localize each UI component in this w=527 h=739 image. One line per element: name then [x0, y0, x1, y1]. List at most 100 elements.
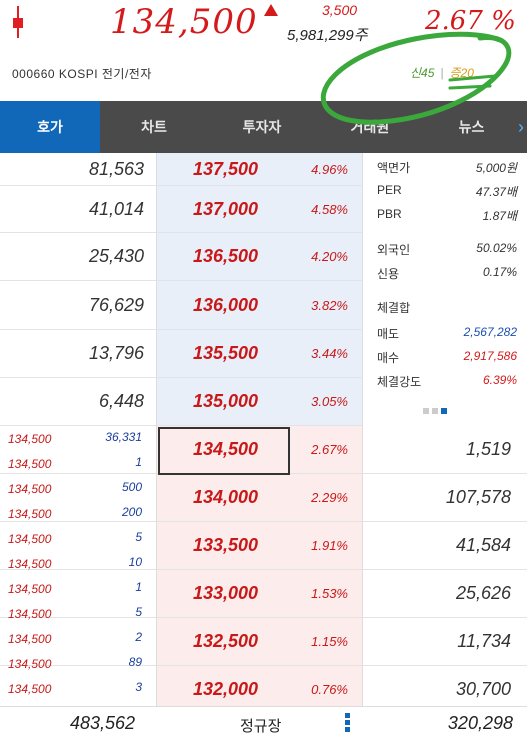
- current-price: 134,500: [110, 2, 258, 42]
- trade-ticks: 134,500 36,331 134,500 1 134,500 500 134,500 20…: [0, 426, 156, 706]
- bid-quantity: 107,578: [445, 487, 511, 507]
- page-dot: [423, 408, 429, 414]
- info-value: 50.02%: [476, 241, 517, 255]
- change-percent: 2.67 %: [425, 6, 516, 36]
- info-label: 매도: [377, 327, 400, 341]
- stock-code: 000660 KOSPI 전기/전자: [12, 67, 152, 81]
- ask-row[interactable]: 6,448 135,000 3.05%: [0, 378, 527, 426]
- ask-quantity: 13,796: [88, 343, 144, 363]
- tick-price: 134,500: [8, 457, 52, 471]
- tick-row: 134,500 2: [0, 626, 156, 651]
- tick-price: 134,500: [8, 507, 52, 521]
- tick-price: 134,500: [8, 532, 52, 546]
- bid-price: 133,000: [193, 583, 259, 603]
- tick-quantity: 5: [135, 605, 142, 619]
- tab-bar: 호가 차트 투자자 거래원 뉴스 ›: [0, 101, 527, 153]
- info-value: 1.87배: [482, 209, 517, 223]
- tick-price: 134,500: [8, 582, 52, 596]
- bid-row[interactable]: 132,500 1.15% 11,734: [0, 618, 527, 666]
- ask-price: 137,500: [193, 158, 259, 179]
- ask-percent: 3.82%: [311, 297, 348, 313]
- tab-hoga[interactable]: 호가: [0, 101, 100, 153]
- info-label: 체결강도: [377, 375, 422, 389]
- ask-price-cell[interactable]: 136,500 4.20%: [157, 233, 362, 280]
- ask-row[interactable]: 81,563 137,500 4.96%: [0, 153, 527, 186]
- bid-percent: 1.91%: [311, 538, 348, 553]
- tick-quantity: 89: [128, 655, 142, 669]
- info-row: PER 47.37배: [377, 183, 517, 200]
- tab-investor[interactable]: 투자자: [242, 119, 282, 135]
- divider: [362, 153, 363, 706]
- bid-quantity: 1,519: [465, 439, 511, 459]
- stock-header: 134,500 3,500 5,981,299주 2.67 % 000660 K…: [0, 0, 527, 100]
- info-value: 47.37배: [475, 185, 517, 199]
- info-row: 매도 2,567,282: [377, 325, 517, 342]
- info-row: 외국인 50.02%: [377, 241, 517, 258]
- bid-quantity: 30,700: [455, 679, 511, 699]
- tick-row: 134,500 5: [0, 526, 156, 551]
- tab-broker[interactable]: 거래원: [350, 119, 390, 135]
- ask-row[interactable]: 13,796 135,500 3.44%: [0, 330, 527, 378]
- ask-row[interactable]: 41,014 137,000 4.58%: [0, 186, 527, 233]
- bid-row[interactable]: 133,000 1.53% 25,626: [0, 570, 527, 618]
- tab-news[interactable]: 뉴스: [458, 119, 485, 135]
- page-dot-active: [441, 408, 447, 414]
- tab-chart[interactable]: 차트: [141, 119, 167, 135]
- tick-quantity: 2: [135, 630, 142, 644]
- bid-price-cell[interactable]: 133,500 1.91%: [157, 522, 362, 569]
- bid-row[interactable]: 134,000 2.29% 107,578: [0, 474, 527, 522]
- ask-price-cell[interactable]: 135,000 3.05%: [157, 378, 362, 425]
- volume: 5,981,299주: [287, 27, 368, 44]
- bid-total: 320,298: [447, 713, 513, 733]
- tick-row: 134,500 89: [0, 651, 156, 676]
- ask-percent: 4.58%: [311, 201, 348, 217]
- bid-price-cell[interactable]: 132,500 1.15%: [157, 618, 362, 665]
- bid-quantity: 41,584: [455, 535, 511, 555]
- ask-price-cell[interactable]: 137,000 4.58%: [157, 186, 362, 232]
- ask-price: 137,000: [193, 198, 259, 219]
- ask-percent: 3.44%: [311, 346, 348, 361]
- badge-new: 신45: [410, 66, 435, 80]
- ask-price-cell[interactable]: 135,500 3.44%: [157, 330, 362, 377]
- tick-quantity: 200: [121, 505, 142, 519]
- bid-row[interactable]: 134,500 2.67% 1,519: [0, 426, 527, 474]
- info-value: 6.39%: [482, 373, 517, 387]
- bid-quantity: 25,626: [455, 583, 511, 603]
- chevron-right-icon[interactable]: ›: [518, 117, 524, 137]
- bid-percent: 2.29%: [311, 490, 348, 505]
- bid-price-cell[interactable]: 133,000 1.53%: [157, 570, 362, 617]
- ask-price: 136,500: [193, 246, 259, 266]
- ask-price-cell[interactable]: 137,500 4.96%: [157, 153, 362, 185]
- bid-percent: 2.67%: [311, 442, 348, 457]
- bid-price-cell[interactable]: 132,000 0.76%: [157, 666, 362, 713]
- tick-row: 134,500 200: [0, 501, 156, 526]
- ask-row[interactable]: 76,629 136,000 3.82%: [0, 281, 527, 330]
- ask-quantity: 6,448: [98, 391, 144, 411]
- tick-quantity: 500: [121, 480, 142, 494]
- ask-price-cell[interactable]: 136,000 3.82%: [157, 281, 362, 329]
- info-value: 5,000원: [475, 161, 517, 175]
- page-indicator[interactable]: [423, 408, 447, 414]
- menu-dots-icon[interactable]: [345, 713, 351, 735]
- tick-row: 134,500 5: [0, 601, 156, 626]
- ask-quantity: 76,629: [88, 294, 144, 315]
- info-row: 체결합: [377, 299, 517, 316]
- badges: 신45 | 증20: [410, 64, 474, 81]
- bid-price-cell[interactable]: 134,000 2.29%: [157, 474, 362, 521]
- bid-price: 132,500: [193, 631, 259, 651]
- tick-row: 134,500 10: [0, 551, 156, 576]
- up-arrow-icon: [264, 4, 278, 16]
- ask-percent: 4.20%: [311, 249, 348, 264]
- ask-quantity: 41,014: [88, 198, 144, 219]
- tick-row: 134,500 1: [0, 576, 156, 601]
- bid-price-cell[interactable]: 134,500 2.67%: [157, 426, 362, 473]
- bid-row[interactable]: 133,500 1.91% 41,584: [0, 522, 527, 570]
- session-label: 정규장: [240, 718, 282, 735]
- candle-icon: [12, 6, 24, 38]
- price-change: 3,500: [322, 2, 358, 18]
- info-label: 매수: [377, 351, 400, 365]
- ask-row[interactable]: 25,430 136,500 4.20%: [0, 233, 527, 281]
- info-row: 신용 0.17%: [377, 265, 517, 282]
- ask-price: 136,000: [193, 294, 259, 315]
- info-label: PBR: [377, 207, 402, 221]
